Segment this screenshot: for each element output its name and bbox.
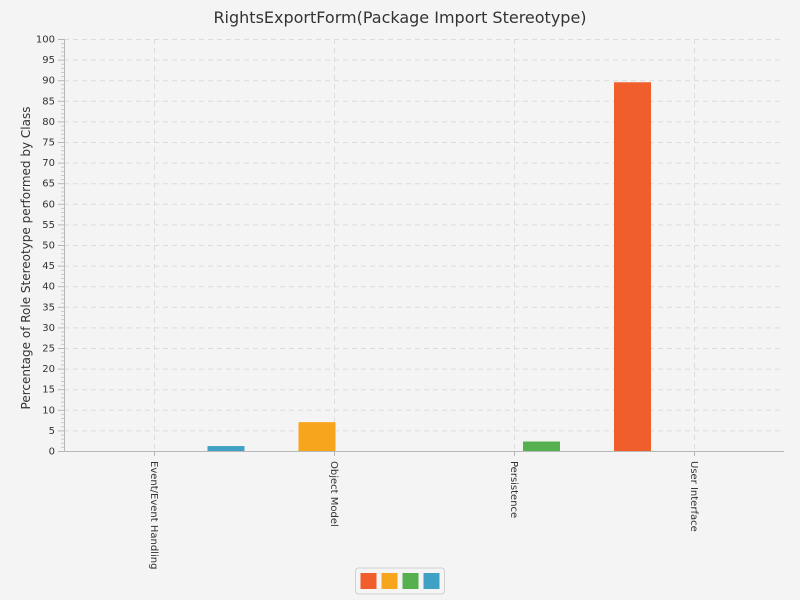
y-tick-label: 95 (42, 55, 55, 66)
y-tick-label: 100 (36, 35, 55, 46)
y-tick-label: 15 (42, 385, 55, 396)
grid-lines (64, 39, 784, 451)
y-tick-label: 60 (42, 199, 55, 210)
x-tick-label: Persistence (508, 461, 519, 518)
y-tick-label: 85 (42, 96, 55, 107)
legend-box (355, 567, 445, 595)
y-tick-label: 0 (49, 447, 55, 458)
y-tick-label: 70 (42, 158, 55, 169)
legend-swatch (360, 573, 377, 589)
y-tick-label: 65 (42, 179, 55, 190)
bar (614, 82, 651, 451)
bars (207, 82, 651, 451)
y-tick-label: 75 (42, 138, 55, 149)
x-tick-label: User Interface (688, 461, 699, 532)
x-tick-label: Object Model (328, 461, 339, 527)
bar (523, 441, 560, 451)
y-tick-label: 30 (42, 323, 55, 334)
y-tick-label: 45 (42, 261, 55, 272)
y-tick-label: 35 (42, 302, 55, 313)
legend-swatch (423, 573, 440, 589)
legend-swatch (402, 573, 419, 589)
y-tick-label: 55 (42, 220, 55, 231)
y-tick-label: 80 (42, 117, 55, 128)
y-tick-label: 40 (42, 282, 55, 293)
y-tick-label: 25 (42, 344, 55, 355)
y-axis-label: Percentage of Role Stereotype performed … (19, 107, 33, 410)
y-tick-label: 20 (42, 364, 55, 375)
y-tick-label: 50 (42, 241, 55, 252)
y-tick-label: 5 (49, 426, 55, 437)
y-axis-ticks: 0 5 10 15 20 25 30 35 40 45 50 55 60 65 70 75 80 85 90 95 10… (36, 35, 64, 458)
chart-title: RightsExportForm(Package Import Stereoty… (213, 8, 586, 27)
legend (355, 567, 445, 595)
bar (207, 446, 245, 451)
y-tick-label: 90 (42, 76, 55, 87)
bar (298, 422, 336, 451)
y-tick-label: 10 (42, 405, 55, 416)
x-axis-ticks: Event/Event Handling Object Model Persiste… (148, 451, 699, 569)
x-tick-label: Event/Event Handling (148, 461, 159, 569)
legend-swatch (381, 573, 398, 589)
axes (64, 39, 784, 452)
